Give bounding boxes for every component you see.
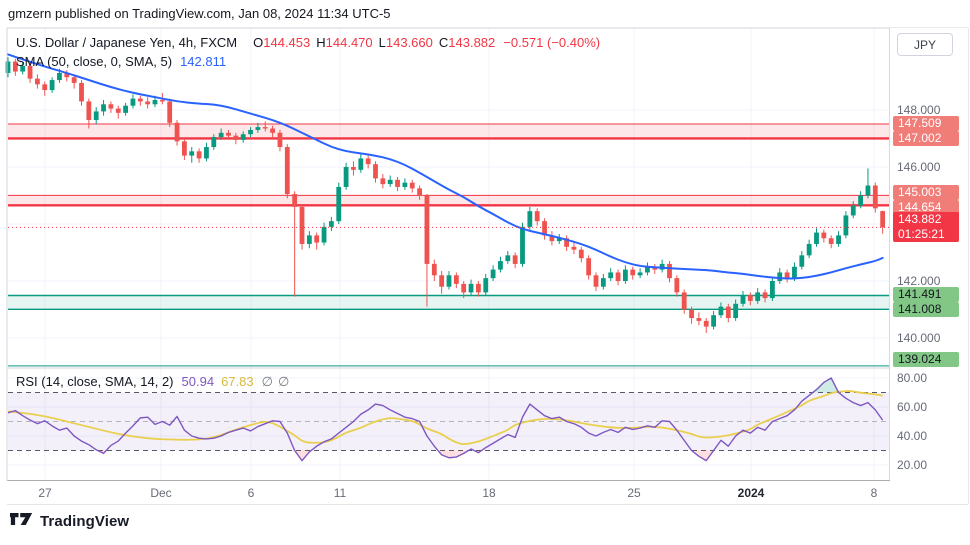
- close-value: 143.882: [448, 35, 496, 50]
- zone-high-badge: 141.491: [893, 287, 959, 303]
- close-label: C: [438, 35, 449, 50]
- zone-high-badge: 147.509: [893, 116, 959, 132]
- rsi-sma-line: [7, 390, 883, 445]
- price-axis[interactable]: JPY 148.000 146.000 142.000 140.000 80.00 60.…: [890, 28, 968, 504]
- sma-legend-row: SMA (50, close, 0, SMA, 5) 142.811: [16, 52, 600, 71]
- zone-low-badge: 144.654: [893, 200, 959, 216]
- candles-layer: [5, 57, 886, 333]
- supply-zone: [8, 123, 889, 139]
- bar-countdown: 01:25:21: [898, 227, 945, 242]
- rsi-oversold-fill: [294, 450, 312, 461]
- tradingview-attribution[interactable]: TradingView: [10, 511, 129, 532]
- time-tick-label: 11: [333, 486, 347, 500]
- currency-button[interactable]: JPY: [897, 33, 953, 56]
- sma-legend-value: 142.811: [180, 54, 227, 69]
- rsi-tick-label: 20.00: [897, 458, 928, 472]
- current-price-badge: 143.882 01:25:21: [893, 212, 959, 243]
- price-zones: [8, 123, 889, 310]
- low-label: L: [378, 35, 386, 50]
- rsi-overbought-fill: [812, 378, 839, 393]
- sma-legend-title: SMA (50, close, 0, SMA, 5): [16, 54, 173, 69]
- high-value: 144.470: [325, 35, 373, 50]
- tradingview-brand[interactable]: TradingView: [40, 513, 130, 530]
- publish-caption: gmzern published on TradingView.com, Jan…: [8, 6, 391, 21]
- low-value: 143.660: [385, 35, 433, 50]
- gridlines: [8, 28, 889, 481]
- open-value: 144.453: [263, 35, 311, 50]
- rsi-tick-label: 60.00: [897, 400, 928, 414]
- time-tick-label: 25: [627, 486, 641, 500]
- price-tick-label: 148.000: [897, 103, 941, 117]
- rsi-tick-label: 80.00: [897, 371, 928, 385]
- tradingview-logo-icon[interactable]: [10, 511, 33, 532]
- symbol-legend: U.S. Dollar / Japanese Yen, 4h, FXCM O144…: [16, 33, 600, 71]
- time-tick-label: Dec: [150, 486, 172, 500]
- time-axis[interactable]: 27 Dec 6 11 18 25 2024 8: [0, 481, 890, 504]
- price-tick-label: 142.000: [897, 274, 941, 288]
- rsi-empty-value-1: ∅: [261, 374, 273, 389]
- support-level-badge: 139.024: [893, 352, 959, 367]
- high-label: H: [316, 35, 326, 50]
- supply-zone: [8, 195, 889, 206]
- demand-zone: [8, 295, 889, 310]
- open-label: O: [253, 35, 264, 50]
- time-tick-label: 6: [247, 486, 255, 500]
- symbol-title: U.S. Dollar / Japanese Yen, 4h, FXCM: [16, 35, 238, 50]
- price-tick-label: 140.000: [897, 331, 941, 345]
- time-tick-label: 2024: [737, 486, 765, 500]
- rsi-tick-label: 40.00: [897, 429, 928, 443]
- rsi-empty-value-2: ∅: [277, 374, 290, 389]
- rsi-line: [7, 377, 884, 462]
- time-tick-label: 18: [482, 486, 496, 500]
- zone-high-badge: 145.003: [893, 185, 959, 201]
- change-value: −0.571 (−0.40%): [503, 35, 601, 50]
- rsi-legend-title: RSI (14, close, SMA, 14, 2): [16, 374, 174, 389]
- time-tick-label: 27: [38, 486, 52, 500]
- symbol-legend-row: U.S. Dollar / Japanese Yen, 4h, FXCM O144…: [16, 33, 600, 52]
- sma-line: [7, 53, 884, 280]
- rsi-legend: RSI (14, close, SMA, 14, 2) 50.94 67.83 ∅ ∅: [16, 373, 294, 390]
- zone-low-badge: 147.002: [893, 131, 959, 147]
- zone-low-badge: 141.008: [893, 302, 959, 318]
- price-tick-label: 146.000: [897, 160, 941, 174]
- rsi-pane: [8, 378, 889, 461]
- time-tick-label: 8: [870, 486, 878, 500]
- rsi-legend-value: 50.94: [181, 374, 215, 389]
- rsi-sma-legend-value: 67.83: [221, 374, 254, 389]
